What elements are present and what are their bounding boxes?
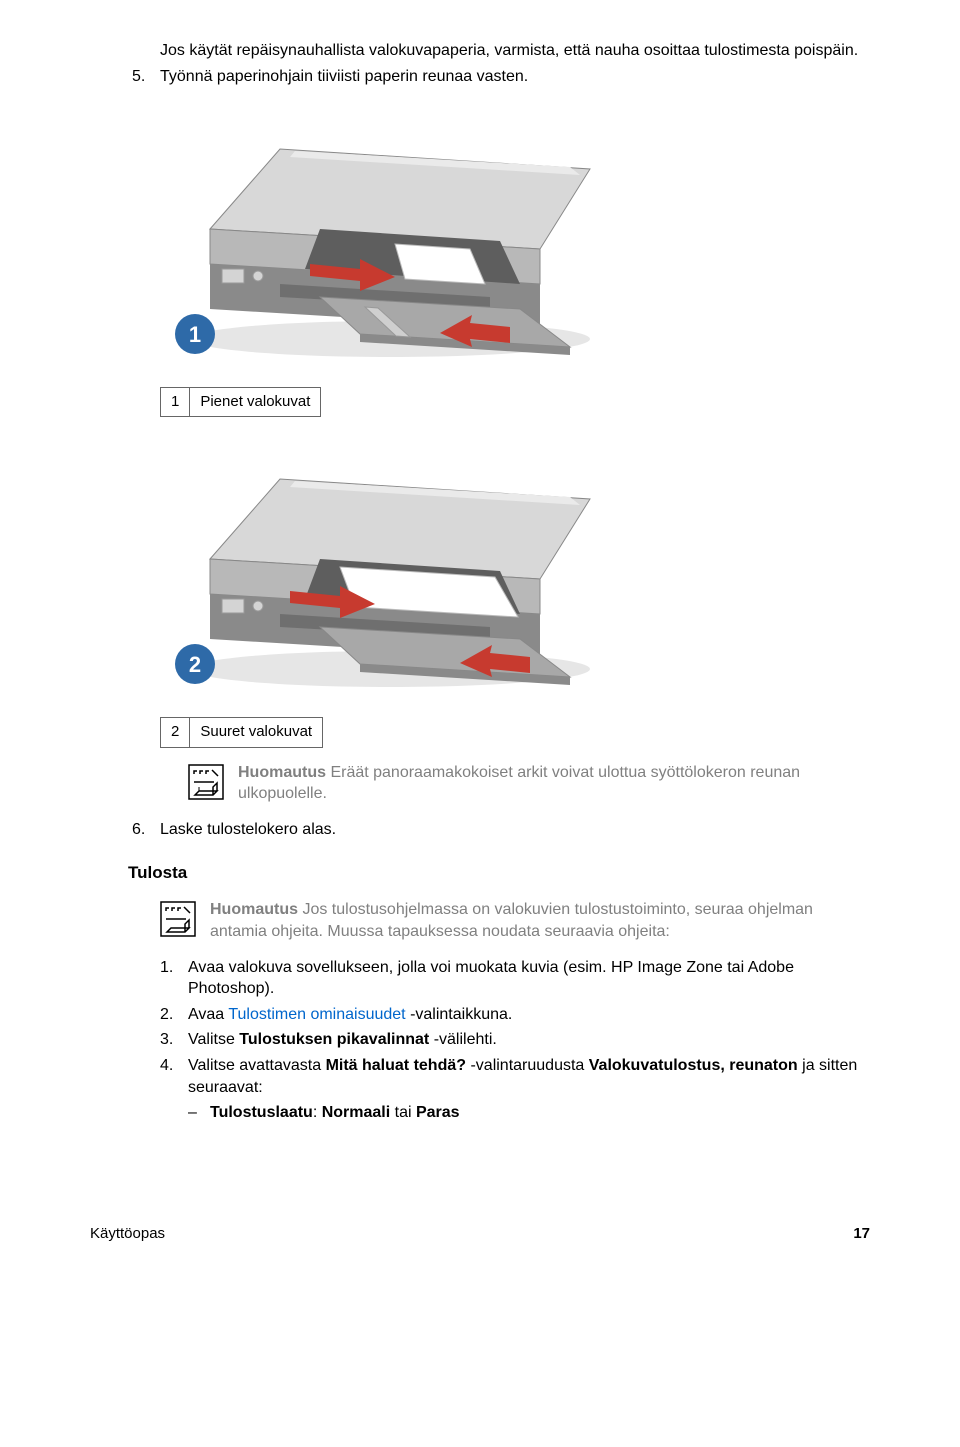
step-4: 4. Valitse avattavasta Mitä haluat tehdä… — [160, 1055, 870, 1098]
printer-illustration-1: 1 — [160, 109, 620, 369]
step-4-bold1: Mitä haluat tehdä? — [326, 1057, 466, 1074]
section-heading-tulosta: Tulosta — [128, 862, 870, 885]
step-4-bold2: Valokuvatulostus, reunaton — [589, 1057, 798, 1074]
sublist-text: Tulostuslaatu: Normaali tai Paras — [210, 1102, 460, 1124]
table-row: 1 Pienet valokuvat — [161, 388, 321, 417]
step-6-num: 6. — [132, 819, 160, 841]
step-1: 1. Avaa valokuva sovellukseen, jolla voi… — [160, 957, 870, 1000]
step-1-num: 1. — [160, 957, 188, 1000]
step-4-pre: Valitse avattavasta — [188, 1057, 326, 1074]
label-table-2: 2 Suuret valokuvat — [160, 717, 323, 747]
figure2-badge-text: 2 — [189, 652, 201, 677]
intro-paragraph: Jos käytät repäisynauhallista valokuvapa… — [160, 40, 870, 62]
step-5-num: 5. — [132, 66, 160, 88]
step-3-num: 3. — [160, 1029, 188, 1051]
step-3-text: Valitse Tulostuksen pikavalinnat -välile… — [188, 1029, 870, 1051]
step-2-num: 2. — [160, 1004, 188, 1026]
note-1-text: Huomautus Eräät panoraamakokoiset arkit … — [238, 762, 870, 805]
footer-page-number: 17 — [853, 1224, 870, 1244]
label1-text: Pienet valokuvat — [190, 388, 321, 417]
label-table-1: 1 Pienet valokuvat — [160, 387, 321, 417]
step-2-link[interactable]: Tulostimen ominaisuudet — [228, 1006, 405, 1023]
footer-left: Käyttöopas — [90, 1224, 165, 1244]
sub1-sep: : — [313, 1104, 322, 1121]
figure-printer-small: 1 — [160, 109, 620, 369]
step-6-text: Laske tulostelokero alas. — [160, 819, 870, 841]
label2-num: 2 — [161, 718, 190, 747]
label2-text: Suuret valokuvat — [190, 718, 323, 747]
table-row: 2 Suuret valokuvat — [161, 718, 323, 747]
sub1-v2: Paras — [416, 1104, 460, 1121]
step-5-text: Työnnä paperinohjain tiiviisti paperin r… — [160, 66, 870, 88]
note-2-body: Jos tulostusohjelmassa on valokuvien tul… — [210, 901, 813, 940]
intro-line1: Jos käytät repäisynauhallista valokuvapa… — [160, 42, 858, 59]
step-6: 6. Laske tulostelokero alas. — [132, 819, 870, 841]
note-1-lead: Huomautus — [238, 764, 326, 781]
step-5: 5. Työnnä paperinohjain tiiviisti paperi… — [132, 66, 870, 88]
step-2-pre: Avaa — [188, 1006, 228, 1023]
note-2-lead: Huomautus — [210, 901, 298, 918]
step-2-text: Avaa Tulostimen ominaisuudet -valintaikk… — [188, 1004, 870, 1026]
step-3-bold: Tulostuksen pikavalinnat — [239, 1031, 429, 1048]
note-2: Huomautus Jos tulostusohjelmassa on valo… — [160, 899, 870, 942]
sub1-label: Tulostuslaatu — [210, 1104, 313, 1121]
sublist-dash: – — [188, 1102, 210, 1124]
step-4-text: Valitse avattavasta Mitä haluat tehdä? -… — [188, 1055, 870, 1098]
note-icon — [160, 901, 196, 937]
label1-num: 1 — [161, 388, 190, 417]
printer-illustration-2: 2 — [160, 439, 620, 699]
note-icon — [188, 764, 224, 800]
step-2: 2. Avaa Tulostimen ominaisuudet -valinta… — [160, 1004, 870, 1026]
sub1-v1: Normaali — [322, 1104, 390, 1121]
step-3: 3. Valitse Tulostuksen pikavalinnat -väl… — [160, 1029, 870, 1051]
step-4-mid: -valintaruudusta — [466, 1057, 589, 1074]
step-4-num: 4. — [160, 1055, 188, 1098]
step-1-text: Avaa valokuva sovellukseen, jolla voi mu… — [188, 957, 870, 1000]
figure-printer-large: 2 — [160, 439, 620, 699]
step-3-post: -välilehti. — [429, 1031, 497, 1048]
step-2-post: -valintaikkuna. — [406, 1006, 513, 1023]
sub1-or: tai — [390, 1104, 416, 1121]
note-2-text: Huomautus Jos tulostusohjelmassa on valo… — [210, 899, 870, 942]
figure1-badge-text: 1 — [189, 322, 201, 347]
step-3-pre: Valitse — [188, 1031, 239, 1048]
sublist-1: – Tulostuslaatu: Normaali tai Paras — [188, 1102, 870, 1124]
note-1: Huomautus Eräät panoraamakokoiset arkit … — [188, 762, 870, 805]
page-footer: Käyttöopas 17 — [90, 1224, 870, 1244]
